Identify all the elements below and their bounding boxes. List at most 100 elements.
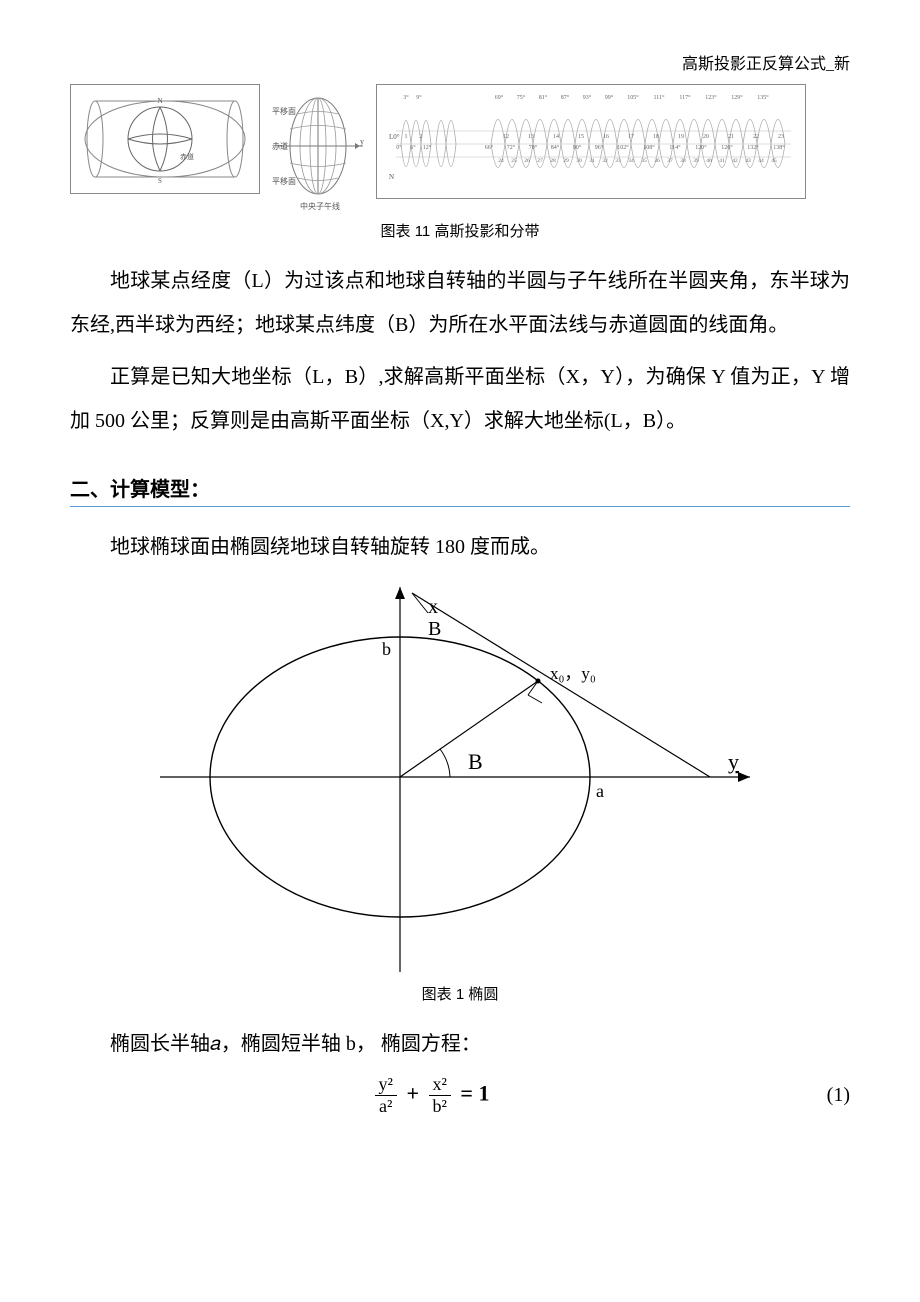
svg-text:9°: 9° — [416, 94, 422, 101]
svg-text:12: 12 — [503, 134, 509, 140]
svg-text:87°: 87° — [561, 94, 570, 101]
svg-text:3°: 3° — [403, 94, 409, 101]
svg-text:27: 27 — [537, 158, 543, 164]
svg-text:108°: 108° — [643, 144, 655, 151]
figure-11-row: N S 赤道 平移面 赤道 平移面 中央子午线 y — [70, 84, 850, 214]
paragraph-1: 地球某点经度（L）为过该点和地球自转轴的半圆与子午线所在半圆夹角，东半球为东经,… — [70, 259, 850, 347]
svg-text:37: 37 — [667, 158, 673, 164]
svg-text:138°: 138° — [773, 144, 785, 151]
svg-text:114°: 114° — [669, 144, 681, 151]
svg-text:1: 1 — [405, 134, 408, 140]
svg-text:22: 22 — [753, 134, 759, 140]
svg-text:18: 18 — [653, 134, 659, 140]
zone-top-ticks: 3°9° 69°75°81° 87°93°99° 105°111°117° 12… — [403, 94, 769, 101]
svg-text:N: N — [157, 97, 162, 105]
equation-1-term1: y² a² — [375, 1074, 397, 1117]
figure-1-ellipse-diagram: x B b x₀，y₀ B y a — [150, 577, 770, 977]
page: 高斯投影正反算公式_新 N S 赤道 — [0, 0, 920, 1302]
svg-text:16: 16 — [603, 134, 609, 140]
svg-text:26: 26 — [524, 158, 530, 164]
svg-text:66°: 66° — [485, 144, 494, 151]
cylinder-projection-icon: N S 赤道 — [75, 89, 255, 189]
svg-text:0°: 0° — [396, 144, 402, 151]
svg-text:96°: 96° — [595, 144, 604, 151]
svg-text:平移面: 平移面 — [272, 176, 296, 186]
svg-text:33: 33 — [615, 158, 621, 164]
svg-text:111°: 111° — [654, 94, 666, 101]
label-x-top: x — [428, 596, 438, 618]
svg-text:29: 29 — [563, 158, 569, 164]
zone-n-label: N — [389, 173, 394, 181]
svg-text:36: 36 — [654, 158, 660, 164]
svg-text:21: 21 — [728, 134, 734, 140]
zone-left-label: L0° — [389, 133, 400, 141]
figure-11-caption: 图表 11 高斯投影和分带 — [70, 220, 850, 241]
angle-B-arc — [440, 749, 450, 777]
svg-text:90°: 90° — [573, 144, 582, 151]
svg-text:30: 30 — [576, 158, 582, 164]
svg-text:y: y — [360, 137, 364, 146]
zone-row2-numbers: 242526 272829 303132 333435 363738 39404… — [498, 158, 777, 164]
svg-text:69°: 69° — [495, 94, 504, 101]
svg-text:75°: 75° — [517, 94, 526, 101]
svg-text:35: 35 — [641, 158, 647, 164]
svg-text:78°: 78° — [529, 144, 538, 151]
svg-text:14: 14 — [553, 134, 559, 140]
label-x0y0: x₀，y₀ — [550, 664, 596, 683]
equation-1-row: y² a² + x² b² = 1 (1) — [70, 1074, 850, 1117]
label-y-axis: y — [728, 749, 739, 774]
svg-text:34: 34 — [628, 158, 634, 164]
tangent-line — [412, 593, 710, 777]
svg-text:102°: 102° — [617, 144, 629, 151]
zone-strips-icon: 3°9° 69°75°81° 87°93°99° 105°111°117° 12… — [381, 89, 801, 194]
svg-text:12°: 12° — [423, 144, 432, 151]
section-2-title: 二、计算模型： — [70, 473, 850, 502]
globe-grid-icon: 平移面 赤道 平移面 中央子午线 y — [268, 84, 368, 214]
equation-1-number: (1) — [790, 1084, 850, 1107]
figure-1-caption: 图表 1 椭圆 — [70, 983, 850, 1004]
svg-text:25: 25 — [511, 158, 517, 164]
paragraph-3: 地球椭球面由椭圆绕地球自转轴旋转 180 度而成。 — [70, 525, 850, 569]
svg-text:平移面: 平移面 — [272, 106, 296, 116]
svg-text:44: 44 — [758, 158, 764, 164]
label-b: b — [382, 639, 391, 659]
svg-text:132°: 132° — [747, 144, 759, 151]
svg-text:123°: 123° — [705, 94, 717, 101]
svg-text:15: 15 — [578, 134, 584, 140]
svg-text:31: 31 — [589, 158, 595, 164]
svg-text:13: 13 — [528, 134, 534, 140]
section-2-rule — [70, 506, 850, 507]
svg-text:赤道: 赤道 — [180, 152, 194, 161]
label-a: a — [596, 781, 604, 801]
svg-text:39: 39 — [693, 158, 699, 164]
svg-text:17: 17 — [628, 134, 634, 140]
figure-11-globe-panel: 平移面 赤道 平移面 中央子午线 y — [268, 84, 368, 214]
running-header: 高斯投影正反算公式_新 — [70, 50, 850, 74]
figure-11-cylinder-panel: N S 赤道 — [70, 84, 260, 194]
svg-text:126°: 126° — [721, 144, 733, 151]
svg-text:28: 28 — [550, 158, 556, 164]
svg-text:24: 24 — [498, 158, 504, 164]
zone-row1-numbers: 12 121314 151617 181920 212223 — [405, 134, 785, 140]
svg-text:2: 2 — [420, 134, 423, 140]
equation-1: y² a² + x² b² = 1 — [70, 1074, 790, 1117]
svg-text:81°: 81° — [539, 94, 548, 101]
svg-text:20: 20 — [703, 134, 709, 140]
svg-text:中央子午线: 中央子午线 — [300, 201, 340, 211]
svg-text:6°: 6° — [410, 144, 416, 151]
svg-text:129°: 129° — [731, 94, 743, 101]
svg-text:45: 45 — [771, 158, 777, 164]
svg-text:93°: 93° — [583, 94, 592, 101]
svg-text:72°: 72° — [507, 144, 516, 151]
svg-text:23: 23 — [778, 134, 784, 140]
svg-text:赤道: 赤道 — [272, 141, 288, 151]
label-B-angle: B — [468, 749, 483, 774]
svg-text:41: 41 — [719, 158, 725, 164]
svg-text:19: 19 — [678, 134, 684, 140]
paragraph-4: 椭圆长半轴𝑎，椭圆短半轴 b， 椭圆方程： — [70, 1022, 850, 1066]
svg-text:117°: 117° — [679, 94, 691, 101]
svg-text:42: 42 — [732, 158, 738, 164]
svg-text:S: S — [158, 177, 162, 185]
svg-text:40: 40 — [706, 158, 712, 164]
zone-mid-ticks: 0°6°12° 66°72°78° 84°90°96° 102°108°114°… — [396, 144, 785, 151]
